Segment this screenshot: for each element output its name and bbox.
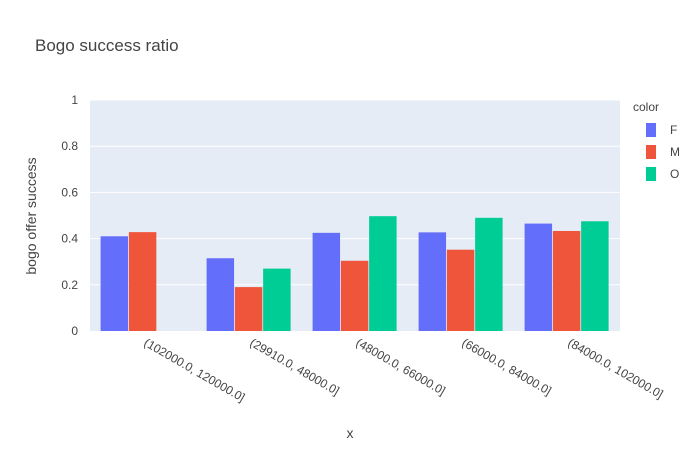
legend-label-M: M: [670, 145, 680, 159]
x-ticks: (102000.0, 120000.0] (29910.0, 48000.0] (4…: [142, 335, 666, 404]
bars: [100, 216, 609, 331]
legend-swatch-F: [646, 123, 656, 137]
bar-M-0: [128, 232, 157, 331]
y-tick-label: 0.8: [61, 139, 78, 153]
y-tick-label: 0.4: [61, 232, 78, 246]
bar-M-2: [340, 260, 369, 331]
bar-M-4: [552, 230, 581, 331]
y-tick-label: 1: [71, 93, 78, 107]
x-tick-label: (48000.0, 66000.0]: [354, 335, 448, 398]
bar-F-2: [312, 232, 341, 331]
bar-O-1: [263, 268, 291, 331]
bar-F-1: [206, 258, 235, 331]
legend: color FMO: [633, 100, 680, 181]
y-axis-title: bogo offer success: [23, 157, 39, 274]
bar-F-3: [418, 232, 447, 331]
legend-swatch-O: [646, 167, 656, 181]
bar-O-3: [475, 217, 503, 331]
legend-swatch-M: [646, 145, 656, 159]
x-tick-label: (29910.0, 48000.0]: [248, 335, 342, 398]
chart-title: Bogo success ratio: [35, 36, 179, 55]
legend-label-O: O: [670, 167, 679, 181]
x-tick-label: (84000.0, 102000.0]: [566, 335, 666, 401]
bar-O-2: [369, 216, 397, 331]
legend-title: color: [633, 100, 659, 114]
bar-F-4: [524, 223, 553, 331]
y-tick-label: 0.2: [61, 278, 78, 292]
bar-M-1: [234, 287, 263, 331]
bar-O-4: [581, 221, 609, 331]
y-tick-label: 0.6: [61, 185, 78, 199]
y-tick-label: 0: [71, 324, 78, 338]
x-axis-title: x: [347, 425, 354, 441]
bar-F-0: [100, 236, 129, 331]
x-tick-label: (66000.0, 84000.0]: [460, 335, 554, 398]
legend-label-F: F: [670, 123, 677, 137]
y-ticks: 0 0.2 0.4 0.6 0.8 1: [61, 93, 78, 338]
bar-M-3: [446, 249, 475, 331]
x-tick-label: (102000.0, 120000.0]: [142, 335, 248, 404]
